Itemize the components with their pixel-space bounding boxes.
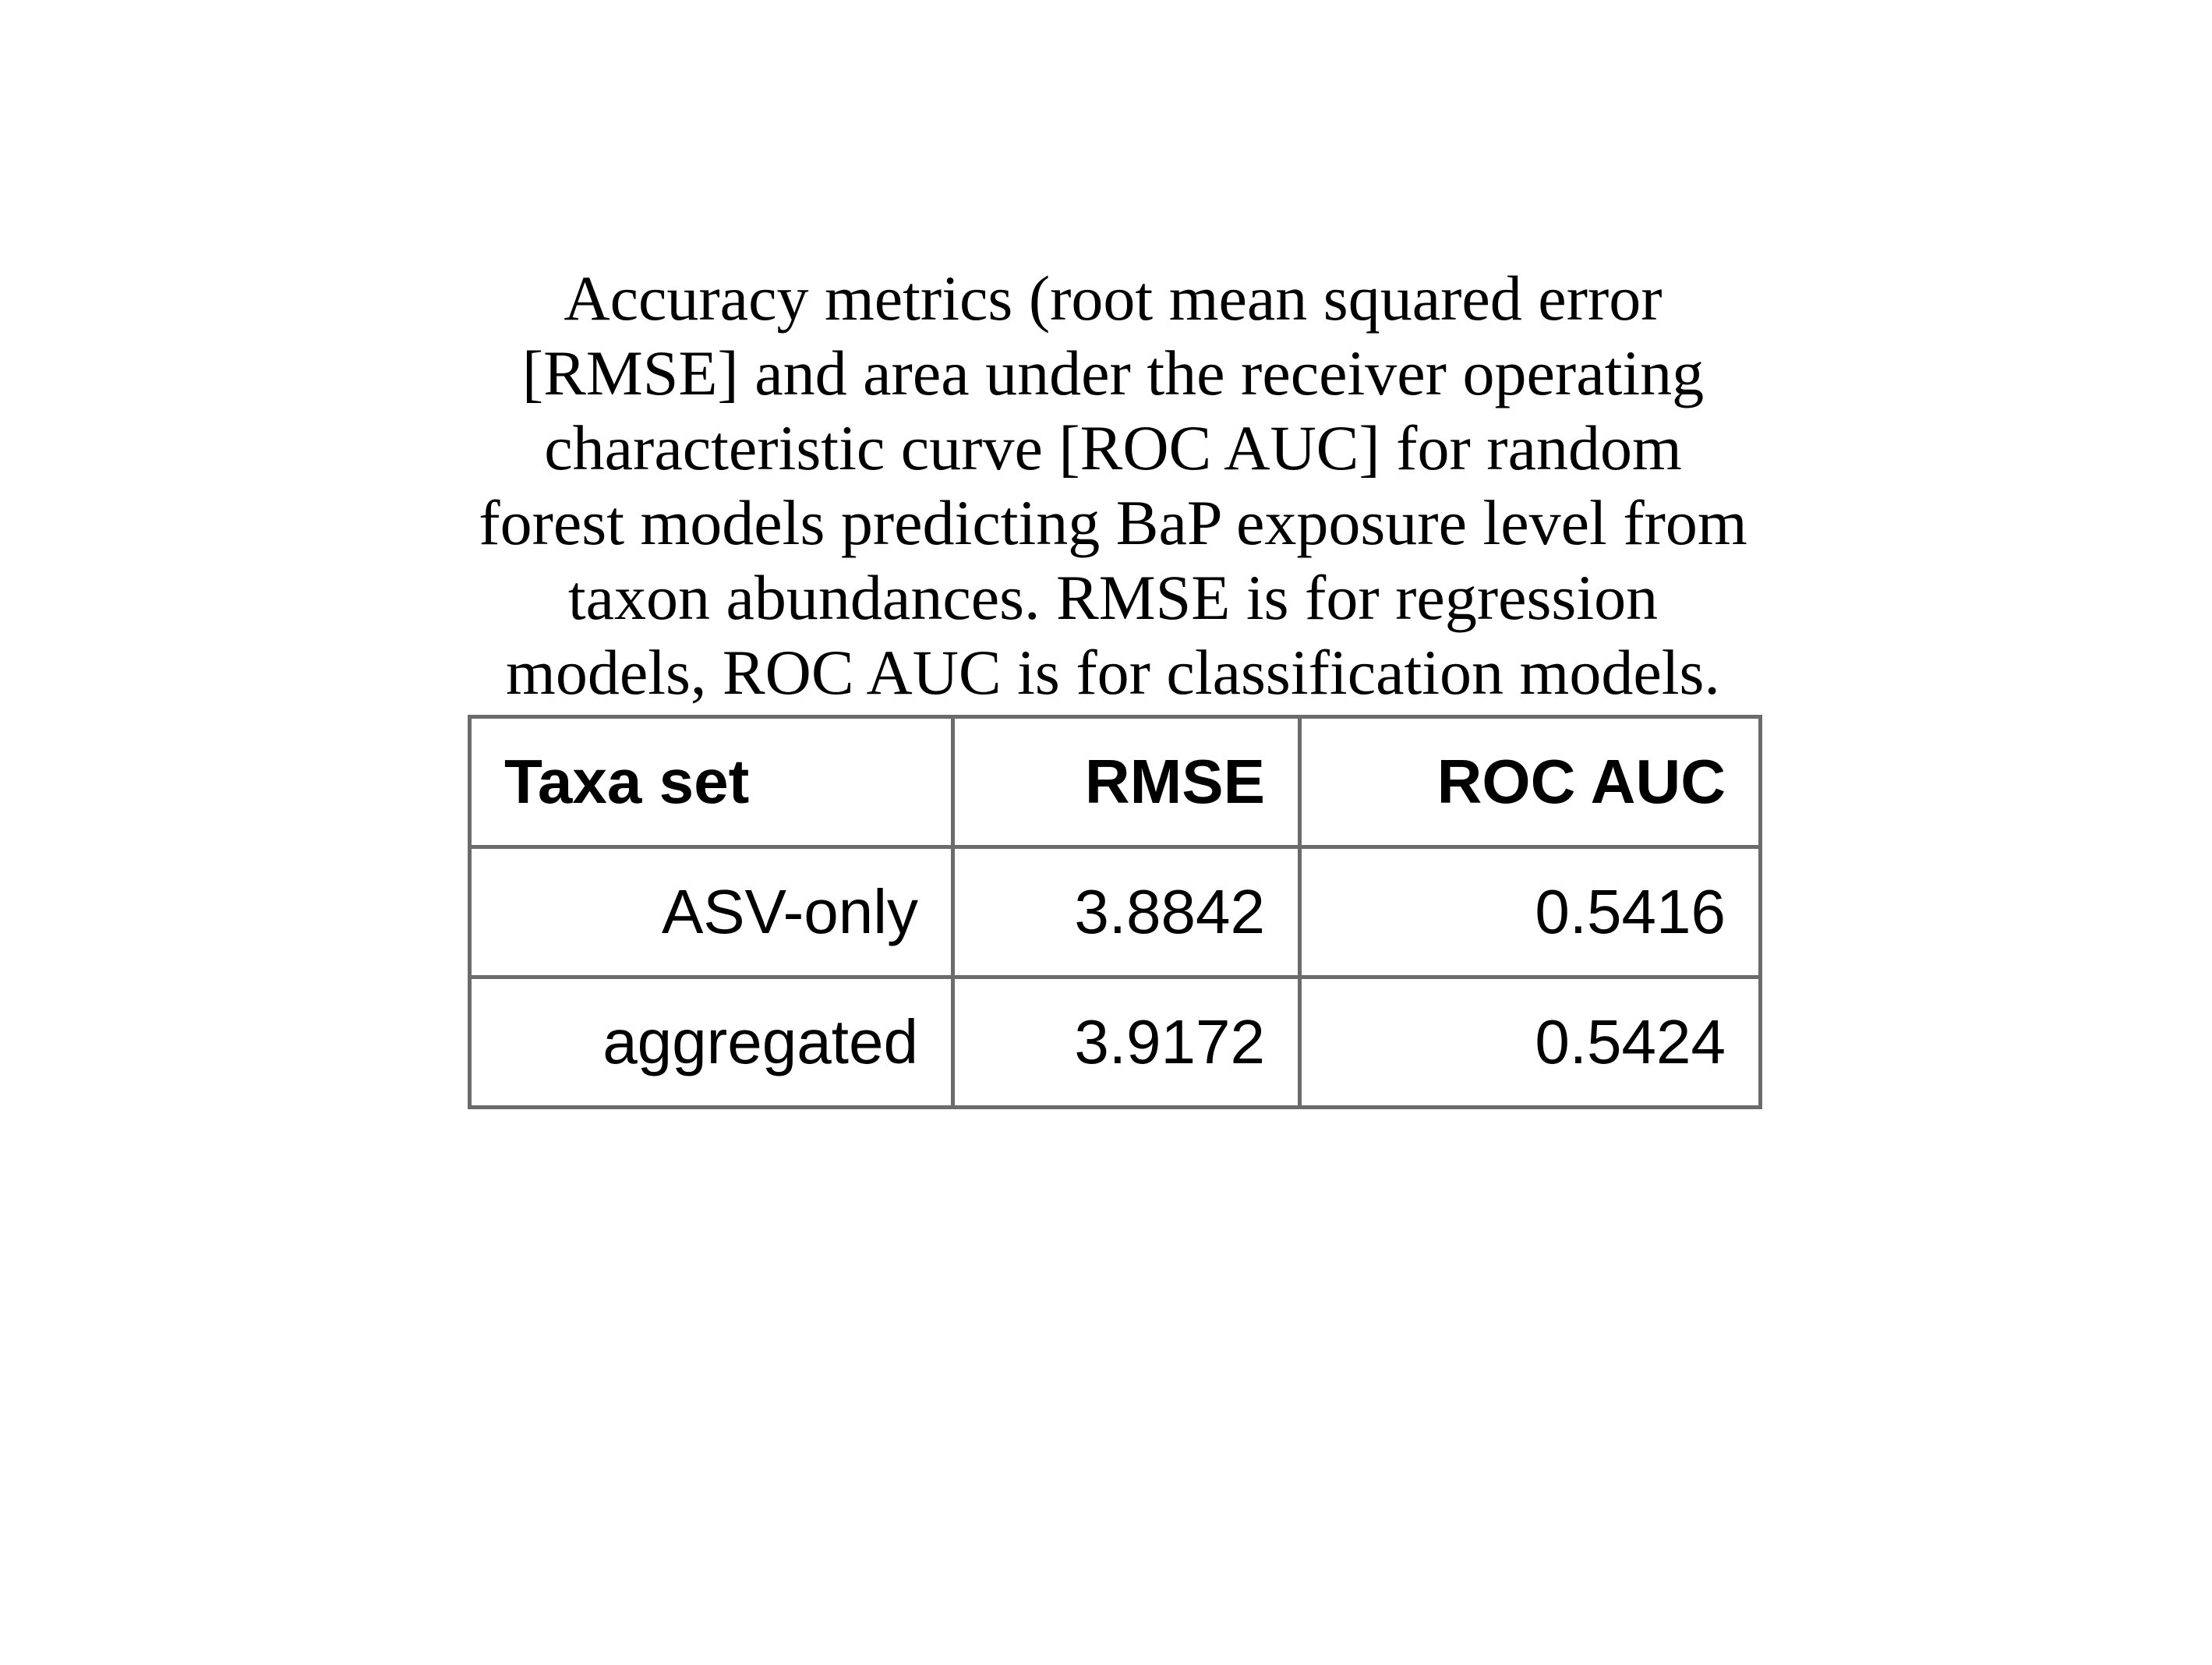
header-roc-auc: ROC AUC — [1298, 715, 1762, 849]
table-caption: Accuracy metrics (root mean squared erro… — [479, 263, 1747, 708]
cell-rmse: 3.8842 — [951, 845, 1302, 979]
table-row: ASV-only 3.8842 0.5416 — [468, 845, 1762, 979]
header-taxa-set: Taxa set — [468, 715, 955, 849]
cell-taxa-set: aggregated — [468, 975, 955, 1109]
table-row: aggregated 3.9172 0.5424 — [468, 975, 1762, 1109]
metrics-table: Taxa set RMSE ROC AUC ASV-only 3.8842 0.… — [468, 715, 1762, 1109]
cell-taxa-set: ASV-only — [468, 845, 955, 979]
cell-roc-auc: 0.5416 — [1298, 845, 1762, 979]
cell-rmse: 3.9172 — [951, 975, 1302, 1109]
table-figure: Accuracy metrics (root mean squared erro… — [468, 261, 1762, 1109]
header-rmse: RMSE — [951, 715, 1302, 849]
header-row: Taxa set RMSE ROC AUC — [468, 715, 1762, 849]
cell-roc-auc: 0.5424 — [1298, 975, 1762, 1109]
